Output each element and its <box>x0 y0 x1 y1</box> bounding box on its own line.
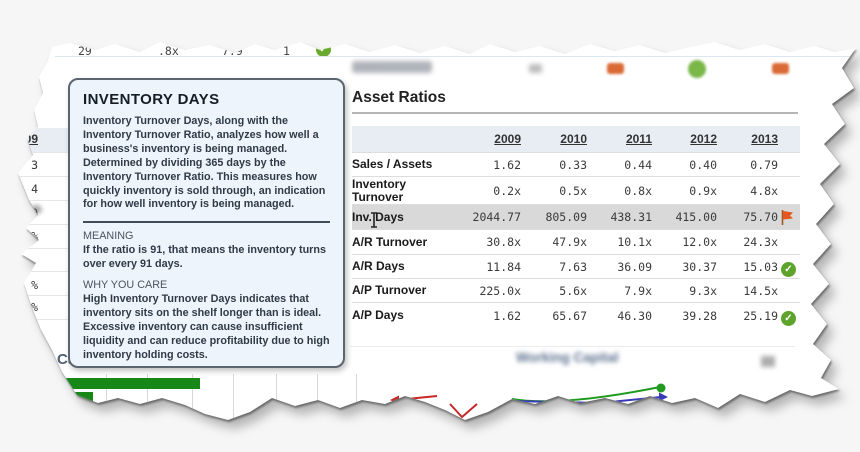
clipped-value: .8x <box>158 44 179 58</box>
gridline <box>233 374 234 420</box>
year-link-2013[interactable]: 2013 <box>751 132 778 146</box>
smudge <box>30 205 42 214</box>
text-cursor-icon <box>369 212 379 233</box>
row-divider <box>18 176 68 177</box>
menu-icon-blurred <box>761 356 775 367</box>
left-table-value: 4 <box>31 182 38 196</box>
left-table-value: 97% <box>17 300 38 314</box>
working-capital-title: Working Capital <box>516 350 619 365</box>
tooltip-care-label: WHY YOU CARE <box>83 279 168 292</box>
blurred-row-label <box>352 61 432 73</box>
gridline <box>147 374 148 420</box>
table-row-inventory-turnover[interactable]: Inventory Turnover 0.2x 0.5x 0.8x 0.9x 4… <box>352 176 800 204</box>
left-table-value: 1% <box>24 229 38 243</box>
title-rule <box>352 112 798 114</box>
flag-status-icon <box>607 63 624 74</box>
clipped-value: 1 <box>283 44 290 58</box>
tooltip-care-text: High Inventory Turnover Days indicates t… <box>83 292 330 361</box>
table-row-ar-turnover[interactable]: A/R Turnover 30.8x 47.9x 10.1x 12.0x 24.… <box>352 229 800 254</box>
flag-icon <box>778 209 800 225</box>
year-link-2009[interactable]: 2009 <box>494 132 521 146</box>
asset-ratios-table: 2009 2010 2011 2012 2013 Sales / Assets … <box>352 126 800 328</box>
table-row-sales-assets[interactable]: Sales / Assets 1.62 0.33 0.44 0.40 0.79 <box>352 152 800 176</box>
row-divider <box>18 224 68 225</box>
tooltip-meaning-label: MEANING <box>83 230 134 243</box>
row-divider <box>55 56 855 57</box>
year-link-2012[interactable]: 2012 <box>690 132 717 146</box>
check-icon: ✓ <box>316 42 331 57</box>
row-divider <box>18 248 68 249</box>
year-link-2011[interactable]: 2011 <box>625 132 652 146</box>
row-divider <box>18 295 68 296</box>
table-header-row: 2009 2010 2011 2012 2013 <box>352 126 800 152</box>
gridline <box>276 374 277 420</box>
check-icon: ✓ <box>781 311 796 326</box>
row-divider <box>18 152 68 153</box>
table-row-ap-days[interactable]: A/P Days 1.62 65.67 46.30 39.28 25.19 ✓ <box>352 302 800 328</box>
left-table-value: 80 <box>24 206 38 220</box>
gridline <box>356 374 357 420</box>
flag-status-icon <box>772 63 789 74</box>
table-row-inv-days-highlighted[interactable]: Inv. Days 2044.77 805.09 438.31 415.00 7… <box>352 204 800 229</box>
tooltip-description: Inventory Turnover Days, along with the … <box>83 115 326 211</box>
gridline <box>106 374 107 420</box>
check-icon: ✓ <box>781 262 796 277</box>
year-link-2009[interactable]: 2009 <box>11 132 38 146</box>
asset-ratios-title: Asset Ratios <box>352 89 446 106</box>
cash-map-bar[interactable] <box>63 378 200 389</box>
left-table-value: 3 <box>31 158 38 172</box>
row-divider <box>18 200 68 201</box>
gridline <box>317 374 318 420</box>
table-row-ar-days[interactable]: A/R Days 11.84 7.63 36.09 30.37 15.03 ✓ <box>352 254 800 278</box>
tooltip-meaning-text: If the ratio is 91, that means the inven… <box>83 244 326 271</box>
panel-divider <box>350 346 795 347</box>
working-capital-chart <box>390 383 668 419</box>
tooltip-divider <box>83 221 330 224</box>
row-divider <box>18 319 68 320</box>
blurred-row-value <box>529 64 542 73</box>
year-link-2010[interactable]: 2010 <box>560 132 587 146</box>
inventory-days-tooltip: INVENTORY DAYS Inventory Turnover Days, … <box>68 78 345 368</box>
tooltip-title: INVENTORY DAYS <box>83 91 220 108</box>
row-divider <box>18 271 68 272</box>
left-table-value: % <box>31 278 38 292</box>
cash-map-bar[interactable] <box>73 392 93 403</box>
ok-status-icon <box>688 60 706 78</box>
gridline <box>192 374 193 420</box>
table-row-ap-turnover[interactable]: A/P Turnover 225.0x 5.6x 7.9x 9.3x 14.5x <box>352 278 800 302</box>
